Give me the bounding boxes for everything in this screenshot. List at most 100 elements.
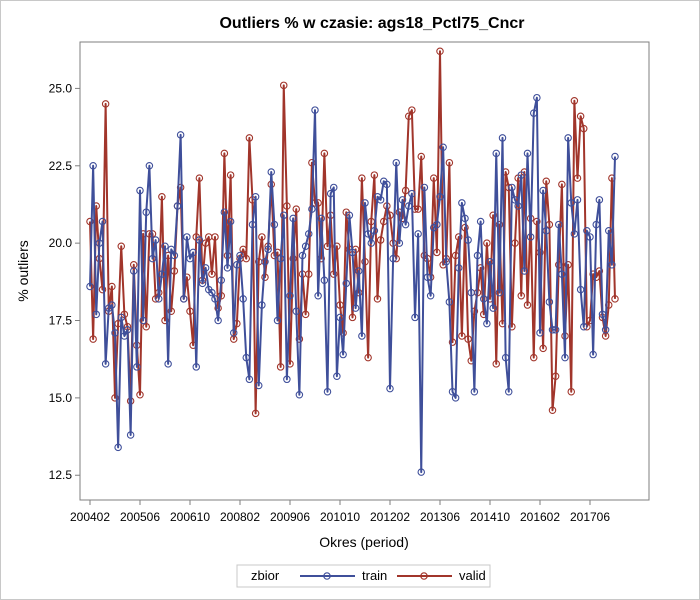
- data-point-valid: [361, 257, 369, 266]
- data-point-valid: [592, 273, 600, 281]
- x-tick-label: 200906: [270, 510, 310, 524]
- data-point-train: [392, 158, 400, 167]
- data-point-train: [426, 292, 435, 300]
- data-point-train: [142, 208, 151, 216]
- data-point-train: [173, 202, 182, 210]
- data-point-train: [561, 353, 569, 362]
- data-point-train: [267, 168, 275, 176]
- data-point-valid: [492, 360, 500, 368]
- data-point-train: [389, 254, 397, 263]
- data-point-train: [458, 199, 466, 207]
- data-point-valid: [208, 270, 216, 278]
- data-point-valid: [142, 322, 151, 331]
- data-point-valid: [489, 211, 497, 220]
- data-point-train: [342, 279, 350, 288]
- data-point-train: [442, 257, 450, 266]
- data-point-train: [489, 304, 497, 312]
- x-tick-label: 201410: [470, 510, 510, 524]
- data-point-train: [608, 261, 616, 269]
- data-point-train: [286, 292, 294, 300]
- data-point-train: [255, 381, 263, 390]
- data-point-train: [536, 329, 544, 337]
- legend: zbior train valid: [236, 564, 491, 588]
- data-point-train: [386, 384, 394, 393]
- y-tick-label: 22.5: [49, 159, 73, 173]
- data-point-train: [211, 295, 219, 303]
- x-tick-label: 200402: [70, 510, 110, 524]
- data-point-train: [198, 279, 207, 288]
- data-point-train: [301, 242, 310, 250]
- data-point-train: [329, 183, 338, 192]
- data-point-valid: [364, 353, 372, 362]
- legend-box: [236, 564, 491, 588]
- data-point-train: [148, 254, 157, 263]
- data-point-train: [295, 391, 304, 399]
- data-point-train: [214, 316, 222, 325]
- data-point-train: [223, 264, 232, 272]
- data-point-train: [511, 196, 519, 204]
- x-tick-label: 200802: [220, 510, 260, 524]
- data-point-train: [539, 186, 547, 195]
- data-point-valid: [533, 217, 541, 226]
- data-point-train: [592, 220, 600, 229]
- data-point-train: [601, 326, 610, 334]
- data-point-train: [208, 288, 216, 297]
- data-point-train: [133, 363, 141, 371]
- data-point-valid: [117, 242, 126, 250]
- data-point-train: [226, 217, 235, 226]
- data-point-train: [454, 264, 463, 272]
- data-point-train: [417, 468, 425, 476]
- data-point-train: [273, 316, 282, 325]
- series-line-train: [89, 96, 616, 474]
- y-tick-label: 12.5: [49, 468, 73, 482]
- data-point-train: [567, 199, 575, 207]
- data-point-train: [292, 307, 300, 315]
- data-point-train: [423, 273, 432, 281]
- data-point-valid: [251, 409, 260, 418]
- x-tick-label: 200506: [120, 510, 160, 524]
- data-point-valid: [314, 199, 322, 207]
- data-point-train: [520, 267, 529, 275]
- data-point-valid: [564, 261, 572, 269]
- data-point-train: [123, 326, 132, 334]
- data-point-valid: [158, 192, 166, 201]
- data-point-valid: [301, 310, 310, 319]
- data-point-train: [336, 313, 344, 322]
- data-point-train: [576, 285, 585, 294]
- data-point-train: [542, 227, 550, 235]
- data-point-train: [558, 270, 566, 278]
- data-point-valid: [448, 338, 457, 346]
- data-point-train: [586, 233, 594, 241]
- data-point-valid: [539, 344, 547, 353]
- data-point-train: [145, 162, 154, 170]
- data-point-valid: [611, 295, 619, 303]
- data-point-train: [514, 202, 522, 210]
- data-point-valid: [89, 335, 97, 343]
- data-point-train: [358, 332, 366, 340]
- data-point-valid: [408, 106, 416, 114]
- data-point-train: [217, 276, 226, 285]
- data-point-train: [351, 304, 360, 312]
- data-point-valid: [98, 285, 107, 294]
- x-tick-label: 201602: [520, 510, 560, 524]
- data-point-train: [604, 227, 613, 235]
- plot-area: [79, 41, 650, 501]
- data-point-valid: [570, 97, 579, 105]
- data-point-valid: [436, 47, 444, 56]
- data-point-train: [242, 353, 251, 362]
- data-point-train: [545, 298, 554, 306]
- data-point-train: [308, 205, 316, 213]
- data-point-train: [414, 230, 422, 238]
- data-point-train: [176, 131, 185, 139]
- data-point-train: [451, 394, 460, 402]
- data-point-train: [354, 267, 363, 275]
- data-point-valid: [495, 220, 504, 229]
- data-point-train: [136, 186, 144, 195]
- data-point-train: [433, 220, 441, 229]
- data-point-valid: [454, 233, 463, 241]
- data-point-valid: [429, 174, 438, 182]
- data-point-train: [276, 254, 285, 263]
- data-point-valid: [136, 391, 144, 399]
- data-point-train: [230, 329, 238, 337]
- y-axis-label: % outliers: [15, 240, 31, 301]
